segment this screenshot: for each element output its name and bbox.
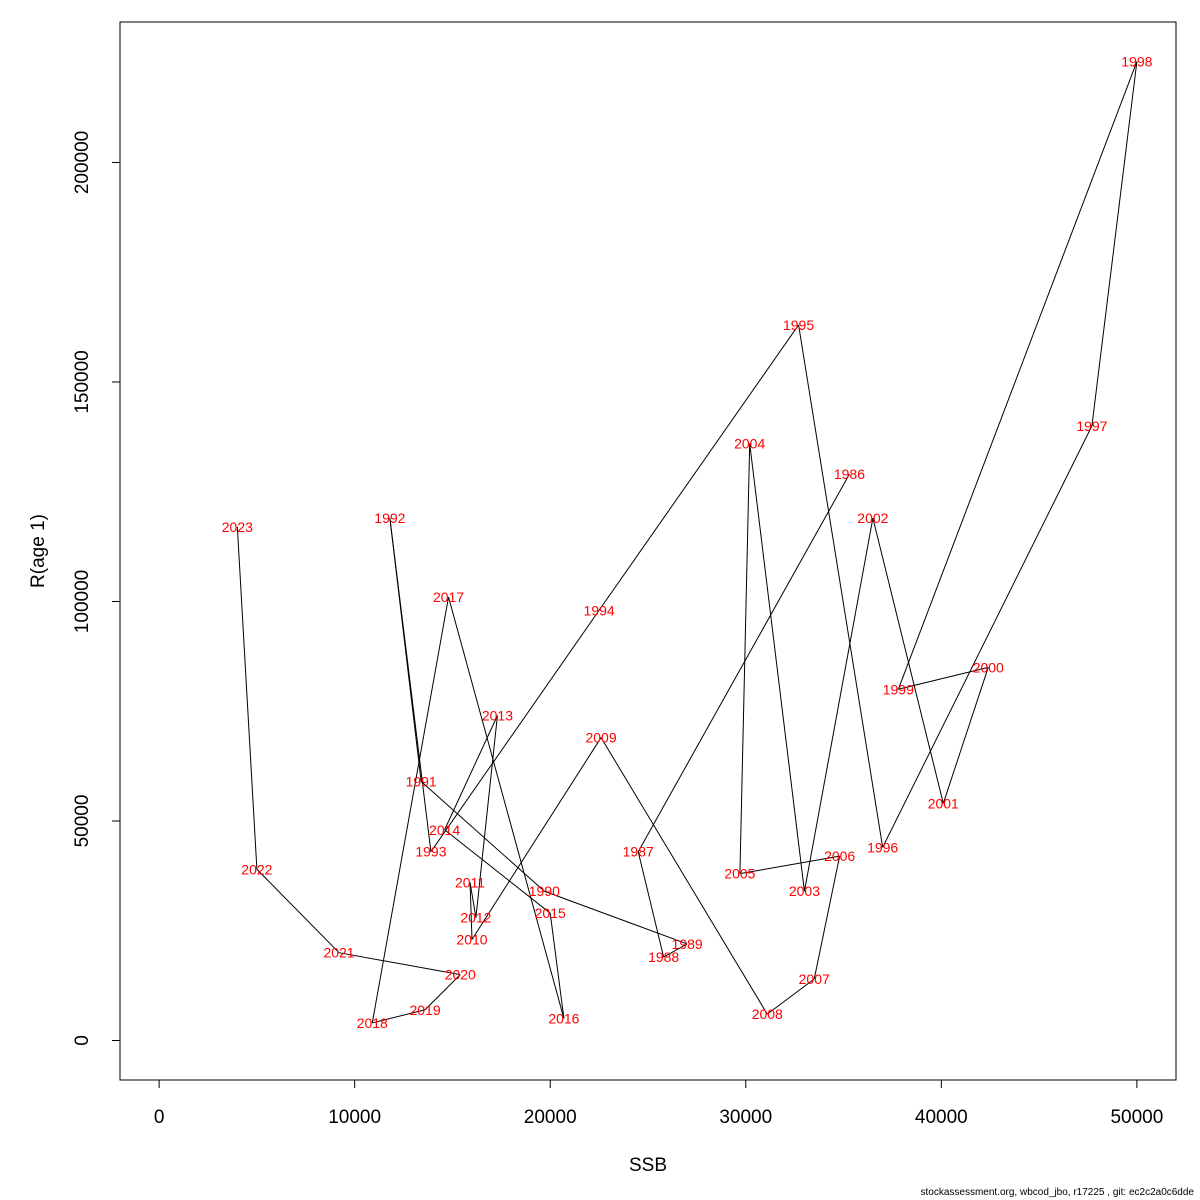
series-segment [475, 715, 498, 918]
point-label: 1991 [406, 773, 437, 789]
series-segment [448, 596, 565, 1019]
series-segment [444, 829, 551, 914]
point-label: 2007 [799, 971, 830, 987]
point-label: 1998 [1121, 54, 1152, 70]
series-segment [371, 597, 450, 1024]
point-label: 1995 [783, 317, 814, 333]
series-segment [663, 943, 688, 958]
point-label: 1997 [1076, 418, 1107, 434]
point-label: 2017 [433, 589, 464, 605]
series-segment [424, 974, 461, 1011]
series-segment [256, 868, 340, 954]
point-label: 2001 [928, 795, 959, 811]
x-axis: 0 10000 20000 30000 40000 50000 [154, 1079, 1163, 1128]
series-segment [898, 666, 989, 690]
y-tick-label: 50000 [72, 795, 93, 848]
point-label: 2008 [752, 1006, 783, 1022]
point-label: 1992 [374, 510, 405, 526]
point-label: 2023 [222, 519, 253, 535]
y-tick-label: 100000 [72, 570, 93, 633]
point-label: 2011 [455, 874, 485, 890]
point-label: 2015 [535, 905, 566, 921]
point-label: 2010 [456, 932, 487, 948]
point-label: 2021 [323, 945, 354, 961]
series-segment [430, 609, 600, 853]
point-label: 2003 [789, 883, 820, 899]
series-segment [942, 667, 989, 804]
series-segment [600, 737, 768, 1015]
point-label: 1989 [672, 936, 703, 952]
series-segment [444, 715, 498, 830]
series-segment [544, 890, 688, 945]
plot-frame [119, 21, 1177, 1081]
series-segment [749, 443, 805, 892]
series-segment [766, 978, 815, 1015]
series-segment [798, 324, 884, 848]
point-label: 2009 [585, 730, 616, 746]
series-segment [739, 443, 751, 874]
series-segment [897, 61, 1138, 690]
x-tick-label: 40000 [915, 1107, 968, 1128]
point-label: 2002 [857, 510, 888, 526]
series-segment [882, 425, 1093, 848]
point-label: 2013 [482, 708, 513, 724]
point-label: 2004 [734, 435, 765, 451]
point-label: 1987 [623, 844, 654, 860]
series-segment [598, 324, 799, 611]
series-segment [872, 517, 944, 804]
series-segment [637, 473, 850, 852]
series-segment [803, 517, 874, 892]
point-label: 2000 [973, 659, 1004, 675]
point-label: 2005 [724, 866, 755, 882]
series-segment [389, 518, 432, 852]
series-segment [469, 882, 477, 918]
series-segment [469, 882, 473, 940]
y-axis: 0 50000 100000 150000 200000 [72, 131, 121, 1046]
point-label: 2014 [429, 822, 460, 838]
series-segment [372, 1009, 426, 1024]
y-tick-label: 0 [72, 1035, 93, 1046]
point-label: 1990 [529, 883, 560, 899]
footer-source: stockassessment.org, wbcod_jbo, r17225 ,… [920, 1187, 1195, 1198]
point-label: 2022 [241, 861, 272, 877]
point-label: 1988 [648, 949, 679, 965]
series-segment [739, 855, 840, 875]
x-tick-label: 0 [154, 1107, 165, 1128]
point-label: 2018 [357, 1015, 388, 1031]
series-segment [1091, 61, 1138, 426]
point-label: 2006 [824, 848, 855, 864]
x-tick-label: 10000 [328, 1107, 381, 1128]
series-segment [236, 526, 258, 870]
y-tick-label: 150000 [72, 350, 93, 413]
series-segment [813, 856, 841, 980]
point-label: 1996 [867, 839, 898, 855]
series-line [236, 61, 1138, 1024]
series-segment [338, 952, 461, 976]
point-label: 1993 [415, 844, 446, 860]
point-label: 1986 [834, 466, 865, 482]
point-label: 2019 [409, 1002, 440, 1018]
y-axis-label: R(age 1) [28, 514, 49, 588]
x-tick-label: 50000 [1110, 1107, 1163, 1128]
series-segment [471, 737, 602, 940]
y-tick-label: 200000 [72, 131, 93, 194]
point-label: 2020 [445, 967, 476, 983]
x-tick-label: 20000 [524, 1107, 577, 1128]
x-axis-label: SSB [629, 1155, 667, 1176]
point-label: 2012 [460, 910, 491, 926]
point-label: 2016 [548, 1011, 579, 1027]
x-tick-label: 30000 [719, 1107, 772, 1128]
point-label: 1994 [584, 602, 615, 618]
series-segment [637, 851, 665, 958]
point-label: 1999 [883, 681, 914, 697]
series-segment [549, 913, 565, 1019]
